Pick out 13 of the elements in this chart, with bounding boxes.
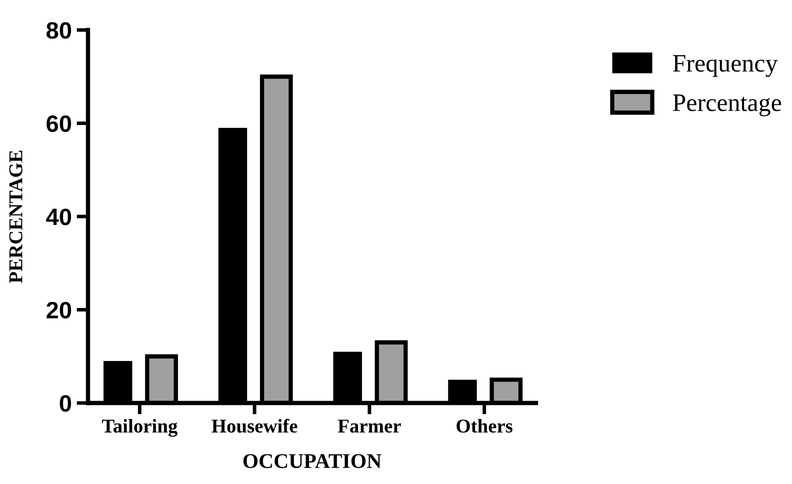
x-tick-label: Tailoring bbox=[102, 418, 178, 437]
y-tick-label: 80 bbox=[46, 22, 72, 39]
x-tick-label: Farmer bbox=[338, 420, 401, 433]
x-tick-label: Others bbox=[456, 418, 512, 433]
y-tick-label: 40 bbox=[46, 208, 72, 226]
y-axis-title: PERCENTAGE bbox=[9, 150, 22, 283]
x-tick-label: Housewife bbox=[212, 418, 298, 433]
legend-label: Frequency bbox=[672, 55, 778, 77]
y-tick-label: 60 bbox=[46, 115, 72, 132]
y-tick-label: 20 bbox=[46, 302, 72, 319]
legend-label: Percentage bbox=[672, 94, 782, 116]
y-tick-label: 0 bbox=[60, 395, 72, 412]
x-axis-title: OCCUPATION bbox=[243, 454, 382, 468]
